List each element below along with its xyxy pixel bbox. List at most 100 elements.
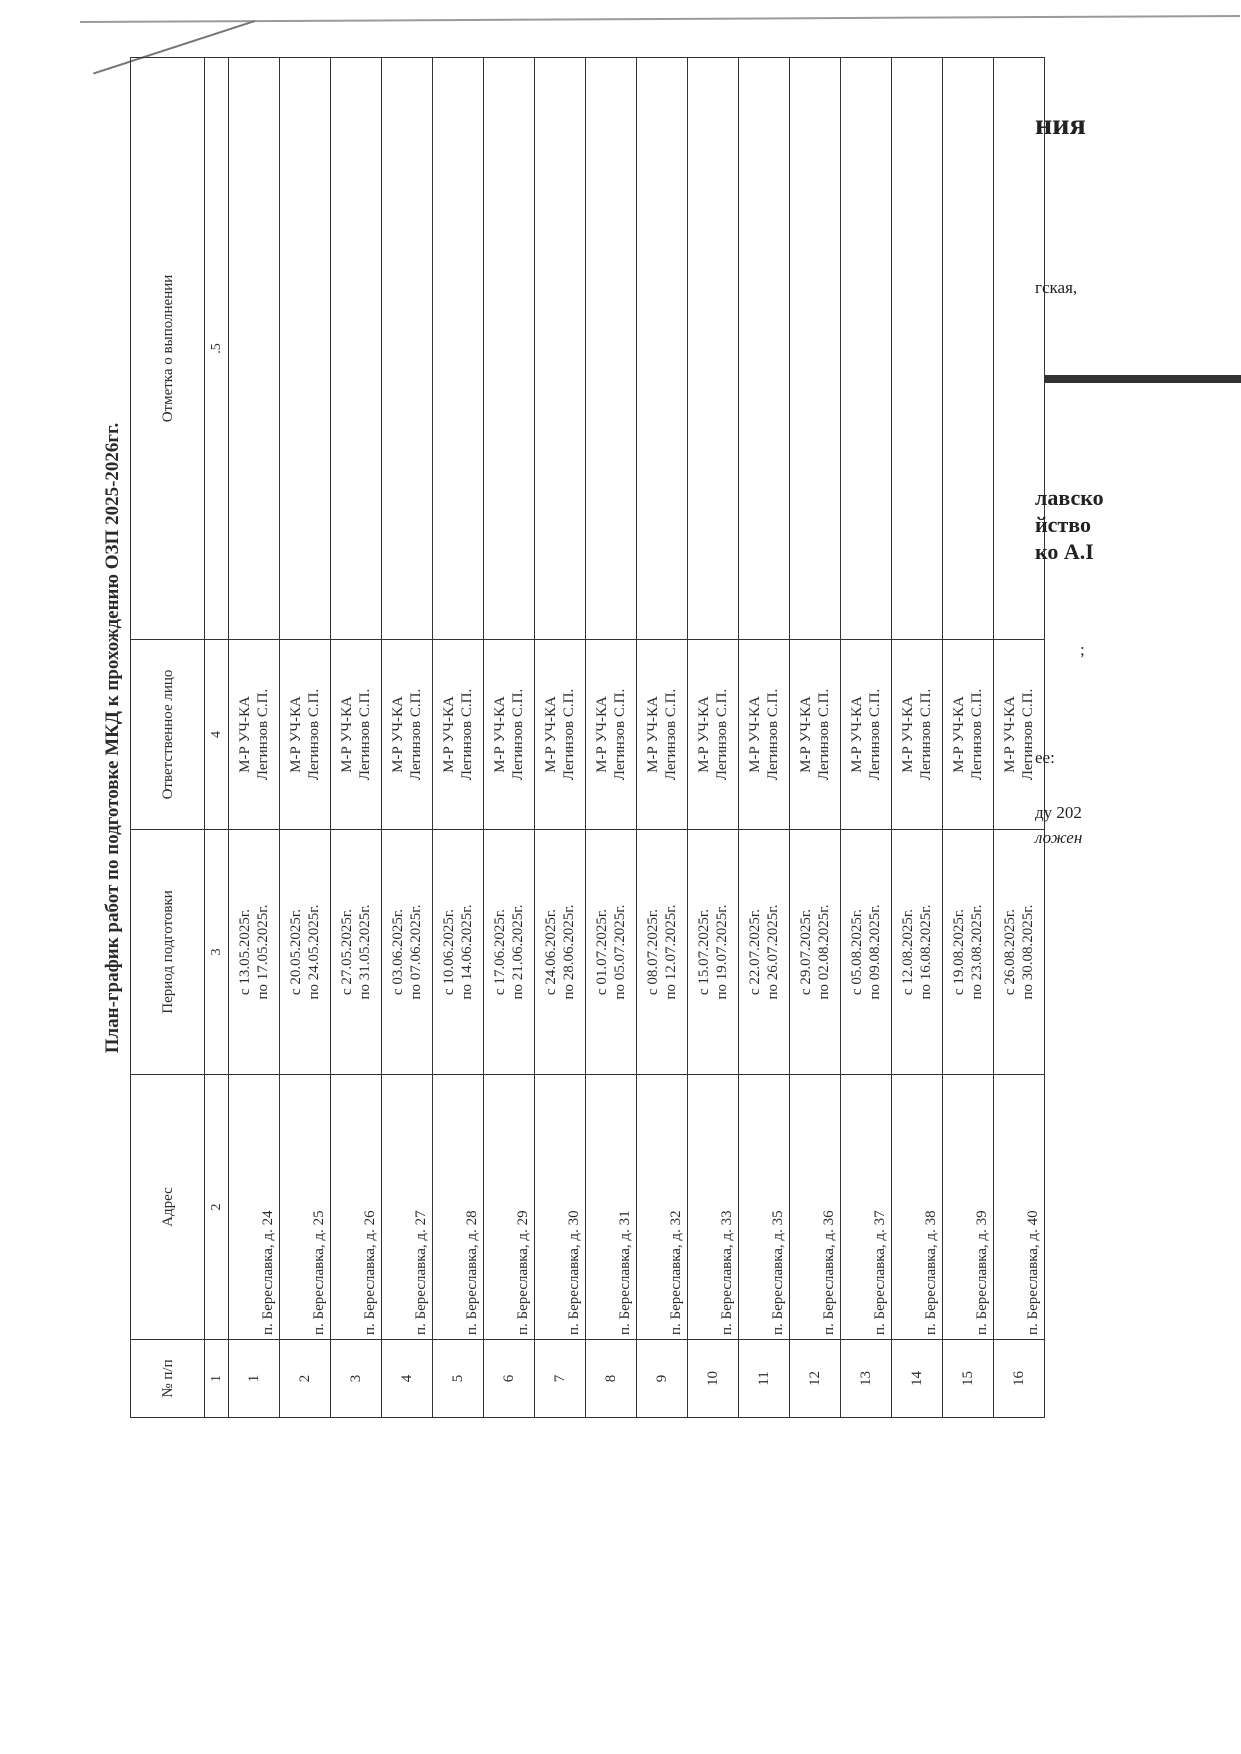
row-number: 1 — [228, 1339, 280, 1418]
row-address: п. Береславка, д. 28 — [432, 1074, 484, 1340]
responsible-role: М-Р УЧ-КА — [951, 696, 967, 773]
col-number: .5 — [204, 57, 229, 640]
period-to: по 16.08.2025г. — [918, 904, 934, 1000]
rotated-schedule: План-график работ по подготовке МКД к пр… — [95, 57, 1045, 1418]
row-responsible: М-Р УЧ-КА Легинзов С.П. — [840, 639, 892, 830]
responsible-role: М-Р УЧ-КА — [543, 696, 559, 773]
period-to: по 26.07.2025г. — [765, 904, 781, 1000]
row-period: с 12.08.2025г. по 16.08.2025г. — [891, 829, 943, 1075]
row-responsible: М-Р УЧ-КА Легинзов С.П. — [993, 639, 1045, 830]
responsible-role: М-Р УЧ-КА — [1002, 696, 1018, 773]
responsible-person: Легинзов С.П. — [561, 688, 577, 781]
row-period: с 01.07.2025г. по 05.07.2025г. — [585, 829, 637, 1075]
row-responsible: М-Р УЧ-КА Легинзов С.П. — [279, 639, 331, 830]
row-period: с 08.07.2025г. по 12.07.2025г. — [636, 829, 688, 1075]
row-completion-mark — [534, 57, 586, 640]
responsible-role: М-Р УЧ-КА — [288, 696, 304, 773]
row-responsible: М-Р УЧ-КА Легинзов С.П. — [585, 639, 637, 830]
row-completion-mark — [942, 57, 994, 640]
period-from: с 12.08.2025г. — [900, 908, 916, 996]
row-period: с 13.05.2025г. по 17.05.2025г. — [228, 829, 280, 1075]
row-number: 14 — [891, 1339, 943, 1418]
row-period: с 17.06.2025г. по 21.06.2025г. — [483, 829, 535, 1075]
period-from: с 24.06.2025г. — [543, 908, 559, 996]
table-row: 11 п. Береславка, д. 35 с 22.07.2025г. по 2… — [738, 57, 790, 1418]
responsible-role: М-Р УЧ-КА — [492, 696, 508, 773]
period-from: с 01.07.2025г. — [594, 908, 610, 996]
row-address: п. Береславка, д. 33 — [687, 1074, 739, 1340]
schedule-table: № п/п Адрес Период подготовки Ответствен… — [130, 57, 1045, 1418]
table-row: 8 п. Береславка, д. 31 с 01.07.2025г. по 05… — [585, 57, 637, 1418]
row-address: п. Береславка, д. 31 — [585, 1074, 637, 1340]
header-row: № п/п Адрес Период подготовки Ответствен… — [130, 57, 205, 1418]
period-from: с 10.06.2025г. — [441, 908, 457, 996]
table-row: 2 п. Береславка, д. 25 с 20.05.2025г. по 24… — [279, 57, 331, 1418]
responsible-role: М-Р УЧ-КА — [237, 696, 253, 773]
period-to: по 02.08.2025г. — [816, 904, 832, 1000]
bleed-fragment: ложен — [1035, 828, 1083, 847]
bleed-fragment: йство — [1035, 512, 1091, 537]
row-responsible: М-Р УЧ-КА Легинзов С.П. — [228, 639, 280, 830]
row-address: п. Береславка, д. 25 — [279, 1074, 331, 1340]
table-row: 5 п. Береславка, д. 28 с 10.06.2025г. по 14… — [432, 57, 484, 1418]
col-header-number: № п/п — [130, 1339, 205, 1418]
row-completion-mark — [279, 57, 331, 640]
row-responsible: М-Р УЧ-КА Легинзов С.П. — [534, 639, 586, 830]
responsible-person: Легинзов С.П. — [612, 688, 628, 781]
col-number: 3 — [204, 829, 229, 1075]
responsible-role: М-Р УЧ-КА — [441, 696, 457, 773]
table-row: 10 п. Береславка, д. 33 с 15.07.2025г. по 1… — [687, 57, 739, 1418]
period-to: по 14.06.2025г. — [459, 904, 475, 1000]
col-header-responsible: Ответственное лицо — [130, 639, 205, 830]
row-completion-mark — [789, 57, 841, 640]
row-period: с 26.08.2025г. по 30.08.2025г. — [993, 829, 1045, 1075]
period-from: с 22.07.2025г. — [747, 908, 763, 996]
responsible-person: Легинзов С.П. — [510, 688, 526, 781]
row-responsible: М-Р УЧ-КА Легинзов С.П. — [687, 639, 739, 830]
table-row: 16 п. Береславка, д. 40 с 26.08.2025г. по 3… — [993, 57, 1045, 1418]
row-period: с 10.06.2025г. по 14.06.2025г. — [432, 829, 484, 1075]
period-from: с 26.08.2025г. — [1002, 908, 1018, 996]
row-completion-mark — [687, 57, 739, 640]
row-completion-mark — [381, 57, 433, 640]
responsible-person: Легинзов С.П. — [408, 688, 424, 781]
row-number: 5 — [432, 1339, 484, 1418]
row-responsible: М-Р УЧ-КА Легинзов С.П. — [891, 639, 943, 830]
row-address: п. Береславка, д. 39 — [942, 1074, 994, 1340]
row-address: п. Береславка, д. 24 — [228, 1074, 280, 1340]
period-to: по 24.05.2025г. — [306, 904, 322, 1000]
responsible-person: Легинзов С.П. — [714, 688, 730, 781]
row-completion-mark — [738, 57, 790, 640]
row-address: п. Береславка, д. 36 — [789, 1074, 841, 1340]
responsible-role: М-Р УЧ-КА — [339, 696, 355, 773]
bleed-rule — [1045, 375, 1241, 383]
row-completion-mark — [432, 57, 484, 640]
table-row: 4 п. Береславка, д. 27 с 03.06.2025г. по 07… — [381, 57, 433, 1418]
responsible-person: Легинзов С.П. — [663, 688, 679, 781]
row-completion-mark — [483, 57, 535, 640]
responsible-role: М-Р УЧ-КА — [798, 696, 814, 773]
row-address: п. Береславка, д. 27 — [381, 1074, 433, 1340]
responsible-role: М-Р УЧ-КА — [849, 696, 865, 773]
row-completion-mark — [636, 57, 688, 640]
responsible-role: М-Р УЧ-КА — [645, 696, 661, 773]
table-row: 6 п. Береславка, д. 29 с 17.06.2025г. по 21… — [483, 57, 535, 1418]
row-number: 8 — [585, 1339, 637, 1418]
responsible-role: М-Р УЧ-КА — [696, 696, 712, 773]
responsible-person: Легинзов С.П. — [918, 688, 934, 781]
period-to: по 30.08.2025г. — [1020, 904, 1036, 1000]
row-address: п. Береславка, д. 30 — [534, 1074, 586, 1340]
period-from: с 20.05.2025г. — [288, 908, 304, 996]
row-number: 2 — [279, 1339, 331, 1418]
document-title: План-график работ по подготовке МКД к пр… — [102, 422, 123, 1054]
responsible-role: М-Р УЧ-КА — [390, 696, 406, 773]
row-number: 13 — [840, 1339, 892, 1418]
table-row: 7 п. Береславка, д. 30 с 24.06.2025г. по 28… — [534, 57, 586, 1418]
period-from: с 27.05.2025г. — [339, 908, 355, 996]
responsible-person: Легинзов С.П. — [306, 688, 322, 781]
period-to: по 28.06.2025г. — [561, 904, 577, 1000]
period-to: по 19.07.2025г. — [714, 904, 730, 1000]
col-header-address: Адрес — [130, 1074, 205, 1340]
row-address: п. Береславка, д. 40 — [993, 1074, 1045, 1340]
row-responsible: М-Р УЧ-КА Легинзов С.П. — [432, 639, 484, 830]
